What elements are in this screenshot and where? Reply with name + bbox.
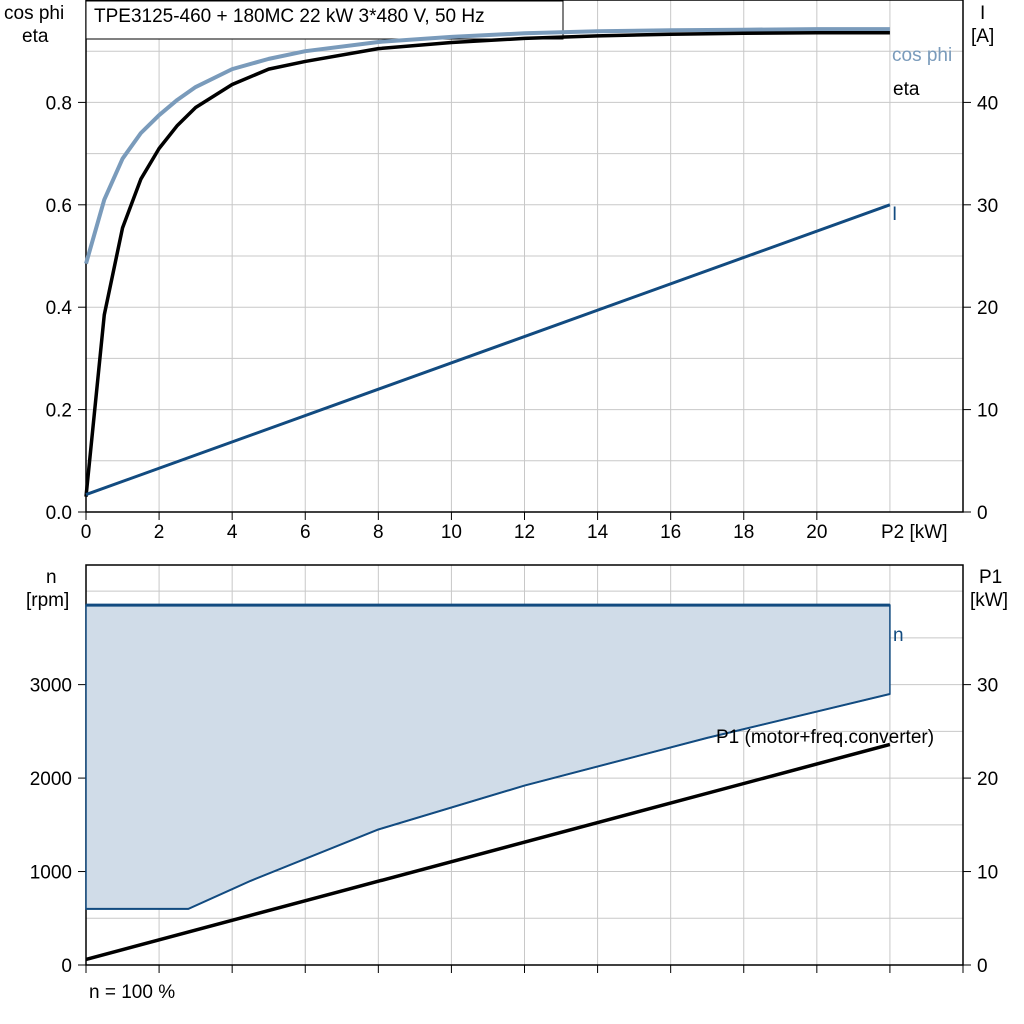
series-line-p1	[85, 742, 891, 962]
x-tick-label: 18	[733, 522, 754, 543]
x-tick-label: 14	[587, 522, 609, 543]
bottom-chart-series: 0 1000 2000 3000 0 10 20 30	[30, 603, 998, 977]
y-right-label-current-unit: [A]	[971, 26, 994, 47]
y-left-tick-label: 0.6	[46, 196, 72, 217]
y-right-tick-label: 30	[977, 676, 998, 697]
x-tick-label: 8	[373, 522, 384, 543]
y-left-label-n: n	[46, 567, 57, 588]
y-right-tick-label: 10	[977, 401, 998, 422]
y-right-tick-label: 20	[977, 298, 998, 319]
y-right-tick-label: 40	[977, 93, 998, 114]
y-left-tick-label: 3000	[30, 676, 72, 697]
series-label-speed: n	[893, 625, 904, 646]
x-tick-label: 0	[81, 522, 92, 543]
x-tick-label: 6	[300, 522, 311, 543]
y-left-tick-label: 2000	[30, 769, 72, 790]
footnote-speed: n = 100 %	[89, 982, 175, 1003]
y-left-label-cosphi: cos phi	[4, 3, 64, 24]
x-tick-label: 2	[154, 522, 165, 543]
y-left-label-rpm: [rpm]	[26, 590, 69, 611]
y-left-tick-label: 0.4	[46, 298, 73, 319]
y-left-tick-label: 0.8	[46, 93, 72, 114]
series-label-eta: eta	[893, 79, 920, 100]
x-tick-label: 4	[227, 522, 238, 543]
x-tick-label: 10	[441, 522, 462, 543]
y-right-tick-label: 0	[977, 956, 988, 977]
y-right-label-p1: P1	[979, 567, 1002, 588]
y-right-tick-label: 30	[977, 196, 998, 217]
y-left-tick-label: 1000	[30, 863, 72, 884]
operating-range-area	[85, 604, 891, 910]
y-left-label-eta: eta	[22, 26, 49, 47]
y-left-tick-label: 0.0	[46, 503, 72, 524]
x-axis-label-p2: P2 [kW]	[881, 522, 948, 543]
top-chart-series: 0 2 4 6 8 10 12 14 16 18 20 0.0 0.2 0.4 0.6 0.8 0 10 20 30 4…	[46, 27, 998, 543]
y-left-tick-label: 0	[61, 956, 72, 977]
y-right-tick-label: 0	[977, 503, 988, 524]
x-tick-label: 20	[806, 522, 827, 543]
x-tick-label: 12	[514, 522, 535, 543]
y-left-tick-label: 0.2	[46, 401, 72, 422]
y-right-tick-label: 20	[977, 769, 998, 790]
series-line-cosphi	[84, 27, 890, 265]
y-right-label-current: I	[980, 3, 985, 24]
y-right-tick-label: 10	[977, 863, 998, 884]
series-line-eta	[84, 31, 890, 497]
series-line-current	[85, 203, 891, 497]
series-label-cosphi: cos phi	[892, 45, 952, 66]
x-tick-label: 16	[660, 522, 681, 543]
series-label-current: I	[892, 204, 897, 225]
chart-title: TPE3125-460 + 180MC 22 kW 3*480 V, 50 Hz	[94, 6, 485, 27]
series-line-range-lower	[86, 692, 891, 910]
series-label-p1: P1 (motor+freq.converter)	[716, 727, 934, 748]
chart-title-box	[85, 0, 564, 40]
y-right-label-p1-unit: [kW]	[970, 590, 1008, 611]
